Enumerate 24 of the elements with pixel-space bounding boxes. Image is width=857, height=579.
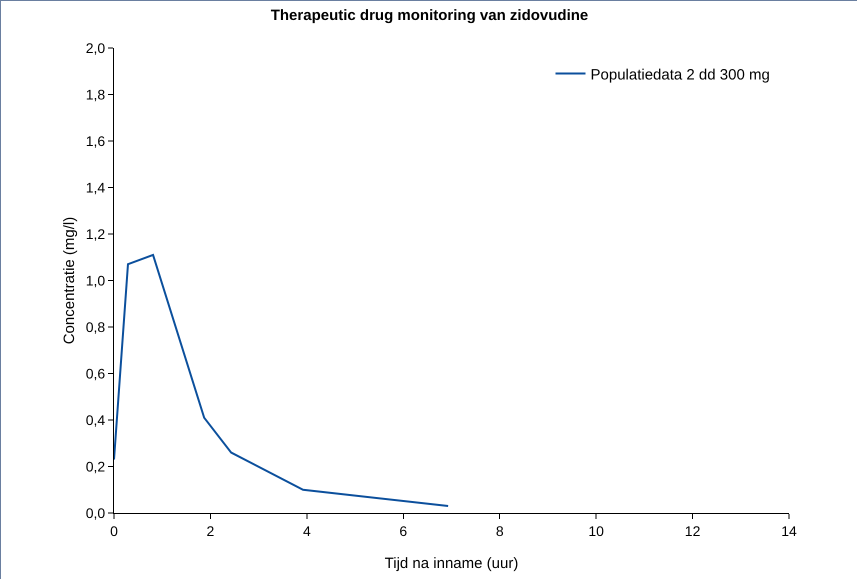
x-tick-label: 6 [399,522,408,539]
x-tick-label: 4 [302,522,311,539]
y-tick-label: 1,8 [86,86,106,102]
x-axis-title: Tijd na inname (uur) [384,555,518,572]
chart-title: Therapeutic drug monitoring van zidovudine [270,7,588,24]
y-tick-label: 1,6 [86,132,106,149]
x-tick-label: 12 [684,522,701,539]
y-tick-label: 0,4 [86,412,106,428]
x-tick-label: 10 [588,522,604,539]
y-axis-title: Concentratie (mg/l) [61,216,78,344]
x-tick-label: 8 [496,522,504,539]
y-tick-label: 0,2 [86,458,106,474]
y-tick-label: 1,0 [86,272,106,288]
y-tick-label: 2,0 [86,40,106,56]
y-tick-label: 1,2 [86,226,106,242]
y-tick-label: 1,4 [86,179,106,196]
y-tick-label: 0,0 [86,504,106,521]
y-tick-label: 0,8 [86,318,106,335]
x-tick-label: 2 [206,522,215,539]
legend-label: Populatiedata 2 dd 300 mg [590,66,770,84]
y-tick-label: 0,6 [86,365,106,382]
x-tick-label: 14 [781,522,797,539]
line-series [114,254,450,508]
x-tick-label: 0 [110,522,118,539]
